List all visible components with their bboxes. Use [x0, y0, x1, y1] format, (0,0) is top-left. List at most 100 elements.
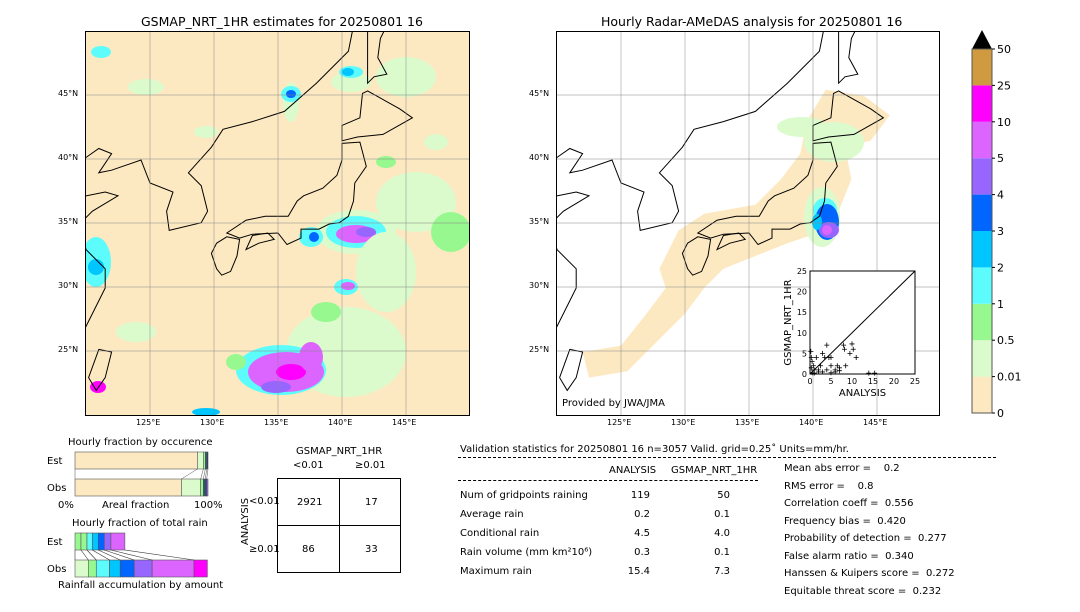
colorbar-label: 0	[997, 407, 1004, 420]
x-tick-label: 0	[807, 377, 812, 386]
colorbar: 0 0.01 0.5 1 2 3 4 5 10 25 50	[971, 30, 1022, 420]
colorbar-segment	[972, 194, 992, 231]
total-rain-est-segment	[103, 532, 112, 551]
one-to-one-line	[809, 270, 916, 375]
lon-tick-label: 130°E	[200, 418, 225, 427]
occurrence-obs-segment	[181, 478, 201, 497]
precip-area	[424, 134, 448, 150]
colorbar-segment	[972, 376, 992, 413]
scatter-point	[828, 363, 834, 369]
occurrence-obs-segment	[200, 478, 204, 497]
scatter-point	[813, 355, 819, 361]
total-rain-est-segment	[86, 532, 93, 551]
connector-line	[203, 468, 206, 480]
scatter-point	[822, 355, 828, 361]
connector-line	[98, 549, 121, 561]
scatter-point	[849, 341, 855, 347]
y-tick-label: 25	[797, 267, 807, 276]
right-map-title: Hourly Radar-AMeDAS analysis for 2025080…	[601, 14, 903, 29]
scatter-point	[818, 363, 823, 369]
contingency-row-1: ≥0.01	[249, 544, 280, 555]
colorbar-label: 0.5	[997, 334, 1015, 347]
precip-area	[311, 302, 341, 322]
y-tick-label: 5	[802, 349, 807, 358]
coastline-kyushu	[681, 236, 712, 276]
connector-line	[206, 468, 209, 480]
coastline-sakhalin	[838, 32, 859, 85]
occurrence-obs-segment	[206, 478, 209, 497]
lat-tick-label: 30°N	[529, 281, 550, 290]
stat-row-label: Num of gridpoints raining	[460, 490, 588, 501]
colorbar-segment	[972, 158, 992, 195]
scatter-point	[820, 350, 826, 356]
contingency-col-0: <0.01	[293, 460, 324, 471]
lat-tick-label: 25°N	[529, 345, 550, 354]
coastline-kyushu	[210, 236, 241, 276]
precip-area	[777, 117, 827, 137]
lon-tick-label: 130°E	[671, 418, 696, 427]
precip-area	[812, 214, 822, 230]
coastline-mainland	[557, 32, 824, 328]
scatter-inset: 0 5 10 15 20 25 0 5 10 15 20 25 ANALYSIS GSMAP_NRT_1H…	[775, 262, 925, 402]
total-rain-est-segment	[97, 532, 105, 551]
score-line: Frequency bias = 0.420	[784, 515, 906, 527]
precip-area	[91, 46, 111, 58]
total-rain-est-segment	[110, 532, 126, 551]
lat-tick-label: 40°N	[529, 153, 550, 162]
colorbar-label: 50	[997, 43, 1011, 56]
connector-line	[205, 468, 207, 480]
scatter-ylabel: GSMAP_NRT_1HR	[783, 279, 794, 365]
precip-area	[356, 232, 416, 312]
right-map-canvas	[557, 32, 939, 415]
colorbar-extend-arrow	[972, 30, 992, 49]
stat-gsmap-value: 50	[717, 490, 730, 501]
lon-tick-label: 145°E	[863, 418, 888, 427]
x-tick-label: 25	[910, 377, 920, 386]
precip-area	[192, 408, 220, 415]
scatter-point	[808, 348, 814, 354]
total-rain-obs-label: Obs	[47, 564, 67, 575]
connector-line	[80, 549, 89, 561]
x-tick-label: 5	[828, 377, 833, 386]
total-rain-obs-segment	[74, 559, 89, 578]
scatter-point	[808, 365, 814, 371]
total-rain-est-segment	[91, 532, 99, 551]
data-credit: Provided by JWA/JMA	[562, 398, 665, 409]
connector-line	[104, 549, 135, 561]
occurrence-obs-label: Obs	[47, 483, 67, 494]
connector-line	[110, 549, 153, 561]
scatter-point	[824, 367, 830, 373]
lon-tick-label: 145°E	[392, 418, 417, 427]
precip-area	[261, 381, 291, 393]
coastline-honshu	[696, 141, 838, 246]
contingency-table: 2921 17 86 33	[277, 478, 401, 573]
coastline-honshu	[225, 141, 367, 246]
colorbar-segment	[972, 85, 992, 122]
stat-gsmap-value: 0.1	[714, 547, 730, 558]
precip-area	[376, 156, 396, 168]
colorbar-label: 25	[997, 79, 1011, 92]
scatter-point	[847, 350, 853, 356]
total-rain-obs-segment	[193, 559, 208, 578]
colorbar-label: 5	[997, 152, 1004, 165]
total-rain-obs-segment	[151, 559, 195, 578]
y-tick-label: 10	[797, 329, 807, 338]
total-rain-est-segment	[80, 532, 88, 551]
score-line: Equitable threat score = 0.232	[784, 585, 942, 597]
occurrence-title: Hourly fraction by occurence	[68, 437, 213, 448]
scatter-point	[832, 369, 838, 375]
coastline-shikoku	[244, 232, 276, 251]
lon-tick-label: 125°E	[136, 418, 161, 427]
score-line: Correlation coeff = 0.556	[784, 498, 914, 509]
contingency-title: GSMAP_NRT_1HR	[296, 446, 383, 457]
scatter-point	[872, 370, 878, 376]
colorbar-segment	[972, 303, 992, 341]
lat-tick-label: 35°N	[58, 217, 79, 226]
scatter-xlabel: ANALYSIS	[839, 388, 886, 399]
precip-area	[822, 225, 832, 235]
score-line: False alarm ratio = 0.340	[784, 550, 914, 562]
scatter-point	[850, 346, 856, 352]
x-tick-label: 20	[889, 377, 899, 386]
scatter-plot: 0 5 10 15 20 25 0 5 10 15 20 25 ANALYSIS GSMAP_NRT_1H…	[783, 267, 920, 399]
